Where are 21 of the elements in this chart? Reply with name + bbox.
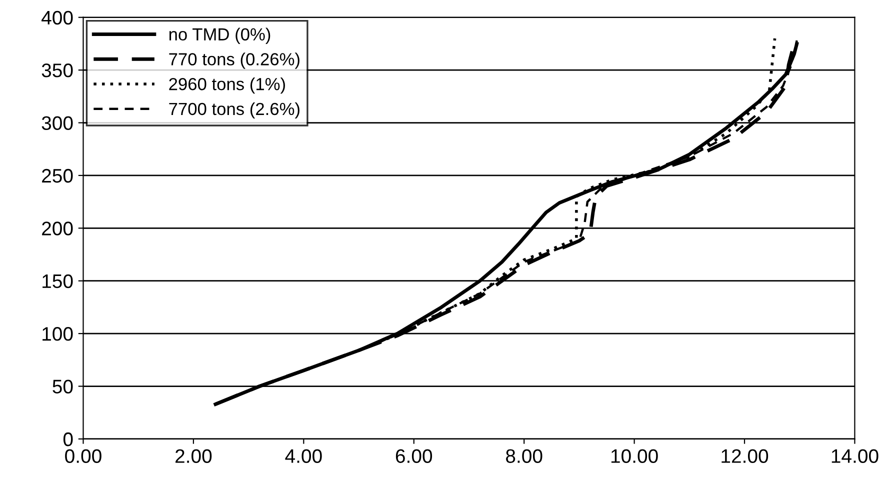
legend-label: 7700 tons (2.6%) [169, 102, 300, 119]
y-tick-label: 50 [52, 380, 73, 394]
y-tick-label: 200 [42, 222, 73, 236]
x-tick-label: 8.00 [506, 449, 542, 463]
x-tick-label: 12.00 [722, 449, 768, 463]
y-tick-label: 100 [42, 327, 73, 341]
x-tick-label: 10.00 [611, 449, 658, 463]
x-tick-label: 14.00 [832, 449, 878, 463]
y-tick-label: 150 [42, 274, 73, 288]
y-tick-label: 0 [63, 432, 73, 446]
y-tick-label: 300 [42, 116, 73, 130]
y-tick-label: 250 [42, 168, 73, 183]
x-tick-label: 4.00 [285, 449, 322, 463]
x-tick-label: 0.00 [65, 449, 102, 463]
legend-label: 2960 tons (1%) [169, 78, 285, 94]
legend-label: no TMD (0%) [169, 28, 270, 44]
y-tick-label: 350 [42, 64, 73, 78]
legend-label: 770 tons (0.26%) [169, 52, 300, 69]
x-tick-label: 6.00 [396, 449, 432, 463]
x-tick-label: 2.00 [176, 449, 212, 463]
y-tick-label: 400 [42, 10, 73, 25]
